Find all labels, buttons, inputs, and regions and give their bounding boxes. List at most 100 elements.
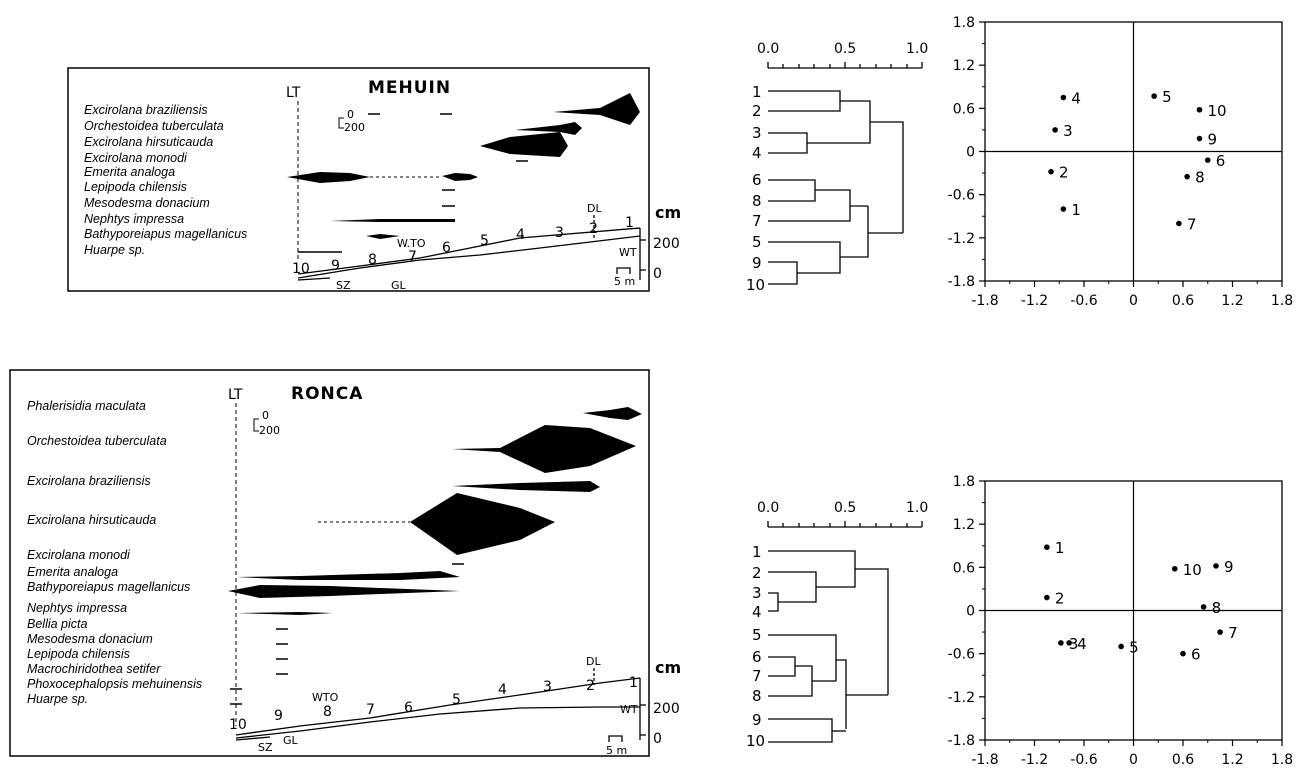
y-tick-label: 1.8: [953, 15, 975, 31]
scatter-bottom: 1.8 1.2 0.6 0 -0.6 -1.2 -1.8 -1.8 -1.2 -0.6 0 0.6 1.…: [948, 474, 1293, 768]
y-tick-label: 0: [966, 145, 975, 161]
ronca-title: RONCA: [291, 384, 363, 404]
level-label: 1: [629, 675, 638, 691]
level-label: 7: [408, 249, 417, 265]
scatter-point: [1044, 594, 1050, 601]
x-tick-label: 1.2: [1221, 752, 1243, 768]
scale-5m-label: 5 m: [606, 744, 627, 757]
species-label: Excirolana braziliensis: [84, 103, 208, 117]
species-label: Lepipoda chilensis: [27, 647, 130, 661]
density-shape: [236, 612, 333, 615]
scale-5m: [608, 735, 623, 742]
density-shape: [452, 481, 600, 492]
y-tick-label: -1.8: [948, 274, 975, 290]
leaf-label: 3: [752, 124, 762, 142]
dendro-branches: [768, 90, 904, 285]
mehuin-scale-bracket: [338, 117, 344, 129]
ronca-scale-200: 200: [259, 424, 280, 437]
mehuin-species-list: Excirolana braziliensis Orchestoidea tub…: [84, 103, 247, 257]
scatter-point: [1200, 604, 1207, 610]
leaf-label: 7: [752, 212, 762, 230]
x-tick-label: -1.8: [971, 752, 998, 768]
species-label: Excirolana monodi: [27, 548, 131, 562]
profile-line: [297, 277, 331, 281]
species-label: Nephtys impressa: [84, 212, 184, 226]
species-label: Emerita analoga: [84, 165, 175, 179]
ronca-level-labels: 10 9 8 7 6 5 4 3 2 1: [229, 675, 638, 733]
leaf-label: 5: [752, 626, 762, 644]
mehuin-title: MEHUIN: [368, 78, 451, 98]
cm-label: cm: [655, 658, 681, 677]
point-label: 4: [1077, 635, 1087, 653]
leaf-label: 6: [752, 171, 762, 189]
level-label: 7: [366, 702, 375, 718]
level-label: 2: [589, 221, 598, 237]
y-tick-label: -0.6: [948, 647, 975, 663]
species-label: Mesodesma donacium: [84, 196, 210, 210]
density-shape: [236, 571, 460, 580]
scatter-point: [1058, 640, 1064, 646]
dendro-axis-label: 0.0: [757, 500, 779, 516]
mehuin-frame: [67, 67, 650, 292]
species-label: Emerita analoga: [27, 565, 118, 579]
level-label: 6: [442, 240, 451, 256]
level-label: 1: [625, 215, 634, 231]
species-label: Bellia picta: [27, 617, 87, 631]
level-label: 5: [452, 692, 461, 708]
point-label: 9: [1224, 558, 1234, 576]
sz-label: SZ: [258, 741, 273, 754]
species-label: Excirolana hirsuticauda: [84, 135, 213, 149]
dl-label: DL: [586, 655, 601, 668]
leaf-label: 10: [746, 732, 765, 750]
species-label: Mesodesma donacium: [27, 632, 153, 646]
point-label: 2: [1055, 590, 1065, 608]
level-label: 10: [292, 261, 310, 277]
density-shape: [287, 172, 370, 183]
species-label: Phoxocephalopsis mehuinensis: [27, 677, 202, 691]
profile-line: [235, 677, 641, 736]
x-tick-label: 0: [1129, 752, 1138, 768]
density-shape: [583, 407, 642, 420]
point-label: 5: [1162, 88, 1172, 106]
x-tick-label: -1.8: [971, 293, 998, 309]
x-tick-label: 1.8: [1271, 752, 1293, 768]
density-shape: [228, 585, 460, 598]
ronca-frame: [9, 369, 650, 757]
species-label: Huarpe sp.: [27, 692, 88, 706]
mehuin-panel: MEHUIN LT 0 200 Excirolana braziliensis …: [67, 67, 681, 292]
species-label: Bathyporeiapus magellanicus: [27, 580, 190, 594]
level-label: 9: [274, 708, 283, 724]
dendro-axis-label: 1.0: [906, 41, 928, 57]
y-tick-label: 1.2: [953, 517, 975, 533]
point-label: 8: [1195, 169, 1205, 187]
y-tick-label: -0.6: [948, 188, 975, 204]
scatter-point: [1176, 220, 1182, 227]
dendro-axis-label: 1.0: [906, 500, 928, 516]
level-label: 4: [498, 682, 507, 698]
scale-5m-label: 5 m: [614, 275, 635, 288]
point-label: 3: [1063, 122, 1073, 140]
species-label: Macrochiridothea setifer: [27, 662, 161, 676]
density-shape: [410, 493, 555, 555]
leaf-label: 5: [752, 233, 762, 251]
height-200: 200: [653, 701, 680, 717]
wto-label: WTO: [312, 691, 339, 704]
level-label: 8: [323, 704, 332, 720]
y-tick-label: -1.2: [948, 231, 975, 247]
point-label: 4: [1071, 90, 1081, 108]
gl-label: GL: [283, 734, 299, 747]
x-tick-label: 1.2: [1221, 293, 1243, 309]
mehuin-scale-0: 0: [347, 108, 354, 121]
y-tick-label: 0.6: [953, 101, 975, 117]
mehuin-beach-profile: [297, 215, 646, 281]
point-label: 10: [1183, 561, 1202, 579]
scatter-point: [1151, 93, 1157, 99]
ronca-density-shapes: [228, 407, 642, 705]
mehuin-density-shapes: [287, 93, 640, 253]
profile-line: [297, 235, 641, 279]
level-label: 2: [586, 678, 595, 694]
level-label: 4: [516, 227, 525, 243]
ronca-beach-profile: [235, 668, 646, 742]
leaf-label: 1: [752, 83, 762, 101]
